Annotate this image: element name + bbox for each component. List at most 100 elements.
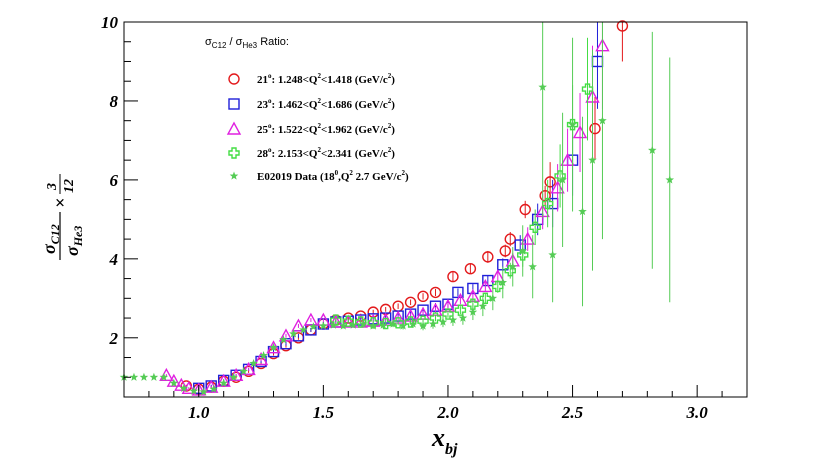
data-point bbox=[478, 279, 493, 293]
data-point bbox=[665, 175, 675, 184]
data-point bbox=[358, 319, 368, 328]
legend-title: σC12 / σHe3 Ratio: bbox=[205, 36, 289, 50]
data-point bbox=[241, 361, 256, 376]
data-point bbox=[404, 296, 417, 308]
data-point bbox=[458, 313, 468, 322]
data-point bbox=[239, 366, 248, 375]
data-point bbox=[558, 175, 567, 184]
data-point bbox=[330, 314, 342, 326]
data-point bbox=[428, 319, 438, 328]
data-point bbox=[189, 386, 199, 395]
data-point bbox=[253, 352, 269, 366]
data-point bbox=[544, 176, 556, 188]
data-point bbox=[528, 262, 537, 271]
data-point bbox=[249, 358, 258, 368]
data-point bbox=[566, 118, 579, 131]
data-point bbox=[499, 245, 511, 257]
data-point bbox=[398, 321, 408, 330]
data-point bbox=[355, 316, 367, 328]
y-tick-label: 4 bbox=[109, 250, 119, 269]
data-point bbox=[199, 387, 209, 396]
legend-marker-1 bbox=[228, 73, 240, 85]
data-point bbox=[279, 335, 288, 344]
data-point bbox=[581, 83, 594, 95]
data-point bbox=[174, 377, 189, 391]
data-point bbox=[429, 286, 442, 299]
legend: σC12 / σHe3 Ratio: 21o: 1.248<Q2<1.418 (G… bbox=[205, 36, 409, 183]
y-tick-label: 8 bbox=[110, 92, 119, 111]
x-tick-label: 1.5 bbox=[313, 403, 335, 422]
data-point bbox=[303, 312, 319, 326]
data-point bbox=[289, 329, 298, 338]
data-point bbox=[341, 314, 356, 328]
data-point bbox=[479, 292, 492, 305]
data-point bbox=[418, 321, 428, 330]
data-point bbox=[229, 372, 238, 381]
data-point bbox=[219, 378, 228, 387]
data-point bbox=[309, 322, 318, 331]
data-point bbox=[508, 262, 518, 271]
data-point bbox=[492, 280, 504, 293]
y-axis-label: σC12 σHe3 × 3 12 bbox=[39, 174, 85, 260]
data-point bbox=[529, 221, 541, 233]
data-point bbox=[560, 152, 575, 166]
y-tick-label: 10 bbox=[101, 13, 119, 32]
legend-marker-4 bbox=[228, 147, 240, 159]
x-axis-label: xbj bbox=[431, 423, 458, 458]
data-point bbox=[299, 325, 308, 334]
data-point bbox=[139, 372, 149, 381]
data-point bbox=[388, 319, 398, 328]
data-point bbox=[209, 384, 218, 393]
svg-text:×: × bbox=[50, 198, 70, 208]
svg-text:12: 12 bbox=[62, 179, 77, 193]
data-point bbox=[598, 116, 607, 125]
data-point bbox=[278, 328, 294, 342]
data-point bbox=[478, 301, 488, 310]
data-point bbox=[408, 319, 418, 328]
data-point bbox=[447, 270, 459, 283]
legend-marker-5 bbox=[229, 171, 239, 180]
data-point bbox=[548, 250, 557, 259]
data-point bbox=[572, 125, 588, 139]
y-tick-label: 6 bbox=[110, 171, 119, 190]
data-point bbox=[319, 321, 328, 330]
series-5 bbox=[119, 22, 675, 396]
x-tick-label: 2.0 bbox=[436, 403, 459, 422]
legend-marker-2 bbox=[228, 98, 240, 110]
data-point bbox=[452, 286, 464, 299]
legend-entry-4: 28o: 2.153<Q2<2.341 (GeV/c2) bbox=[257, 146, 395, 160]
data-point bbox=[438, 317, 448, 326]
data-point bbox=[348, 320, 358, 329]
data-point bbox=[616, 20, 629, 32]
data-point bbox=[379, 317, 392, 330]
data-point bbox=[550, 180, 565, 194]
data-point bbox=[429, 312, 442, 324]
x-tick-label: 2.5 bbox=[561, 403, 584, 422]
x-tick-label: 1.0 bbox=[188, 403, 210, 422]
data-point bbox=[482, 251, 494, 263]
svg-text:3: 3 bbox=[45, 183, 60, 191]
data-point bbox=[448, 315, 458, 324]
svg-text:σHe3: σHe3 bbox=[62, 226, 85, 256]
data-point bbox=[504, 233, 516, 245]
data-point bbox=[417, 290, 429, 303]
data-point bbox=[216, 373, 231, 387]
data-point bbox=[269, 343, 278, 352]
x-tick-label: 3.0 bbox=[686, 403, 709, 422]
data-point bbox=[129, 372, 139, 381]
data-point bbox=[578, 206, 587, 216]
data-point bbox=[538, 82, 547, 91]
data-point bbox=[589, 122, 601, 135]
data-point bbox=[291, 318, 306, 332]
data-point bbox=[588, 155, 597, 164]
data-point bbox=[498, 278, 508, 287]
data-point bbox=[488, 293, 498, 302]
legend-entry-3: 25o: 1.522<Q2<1.962 (GeV/c2) bbox=[257, 122, 395, 136]
legend-entry-1: 21o: 1.248<Q2<1.418 (GeV/c2) bbox=[257, 72, 395, 86]
data-point bbox=[368, 321, 378, 330]
data-point bbox=[159, 372, 169, 381]
data-point bbox=[166, 373, 182, 387]
plot-frame bbox=[123, 21, 748, 398]
data-point bbox=[568, 120, 577, 129]
